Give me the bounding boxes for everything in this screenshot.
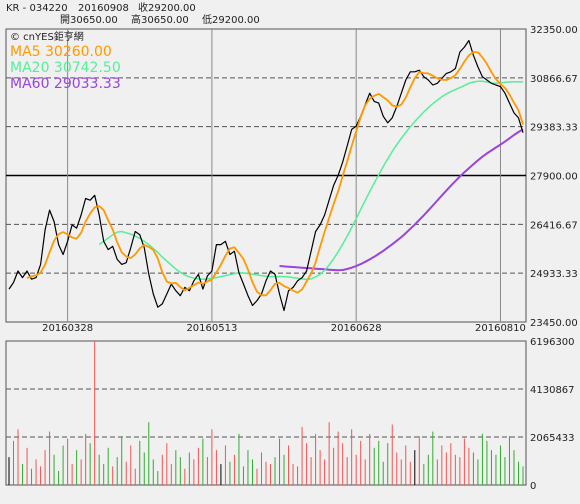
volume-tick-label: 0 [530,481,536,492]
volume-tick-label: 4130867 [530,385,575,396]
volume-grid [6,388,526,438]
series-line-ma20 [98,80,524,281]
price-tick-label: 23450.00 [530,318,578,329]
date-tick-label: 20160328 [42,323,93,334]
cnyes-logo: © cnYES鉅亨網 [10,30,84,43]
symbol-label: KR - 034220 [6,3,68,14]
series-line-close [8,39,524,312]
price-tick-label: 29383.33 [530,123,578,134]
price-y-axis: 32350.00 30866.67 29383.33 27900.00 26416.67… [530,25,578,329]
price-grid [6,29,526,322]
price-tick-label: 30866.67 [530,74,578,85]
price-tick-label: 32350.00 [530,25,578,36]
price-tick-label: 24933.33 [530,269,578,280]
high-label: 高30650.00 [131,13,189,26]
date-label: 20160908 [78,3,129,14]
legend-ma20: MA20 30742.50 [10,60,121,76]
volume-tick-label: 6196300 [530,337,575,348]
price-series-group [8,39,524,312]
legend-ma5: MA5 30260.00 [10,44,112,60]
price-tick-label: 26416.67 [530,220,578,231]
price-tick-label: 27900.00 [530,172,578,183]
volume-tick-label: 2065433 [530,433,575,444]
close-label: 收29200.00 [138,1,196,14]
legend-ma60: MA60 29033.33 [10,76,121,92]
date-tick-label: 20160810 [475,323,526,334]
volume-bars [8,341,524,485]
series-line-ma5 [26,51,524,297]
price-x-axis: 20160328 20160513 20160628 20160810 [42,323,526,334]
series-line-ma60 [279,128,524,272]
low-label: 低29200.00 [202,13,260,26]
volume-y-axis: 6196300 4130867 2065433 0 [530,337,575,492]
date-tick-label: 20160628 [331,323,382,334]
date-tick-label: 20160513 [186,323,237,334]
open-label: 開30650.00 [60,14,118,26]
